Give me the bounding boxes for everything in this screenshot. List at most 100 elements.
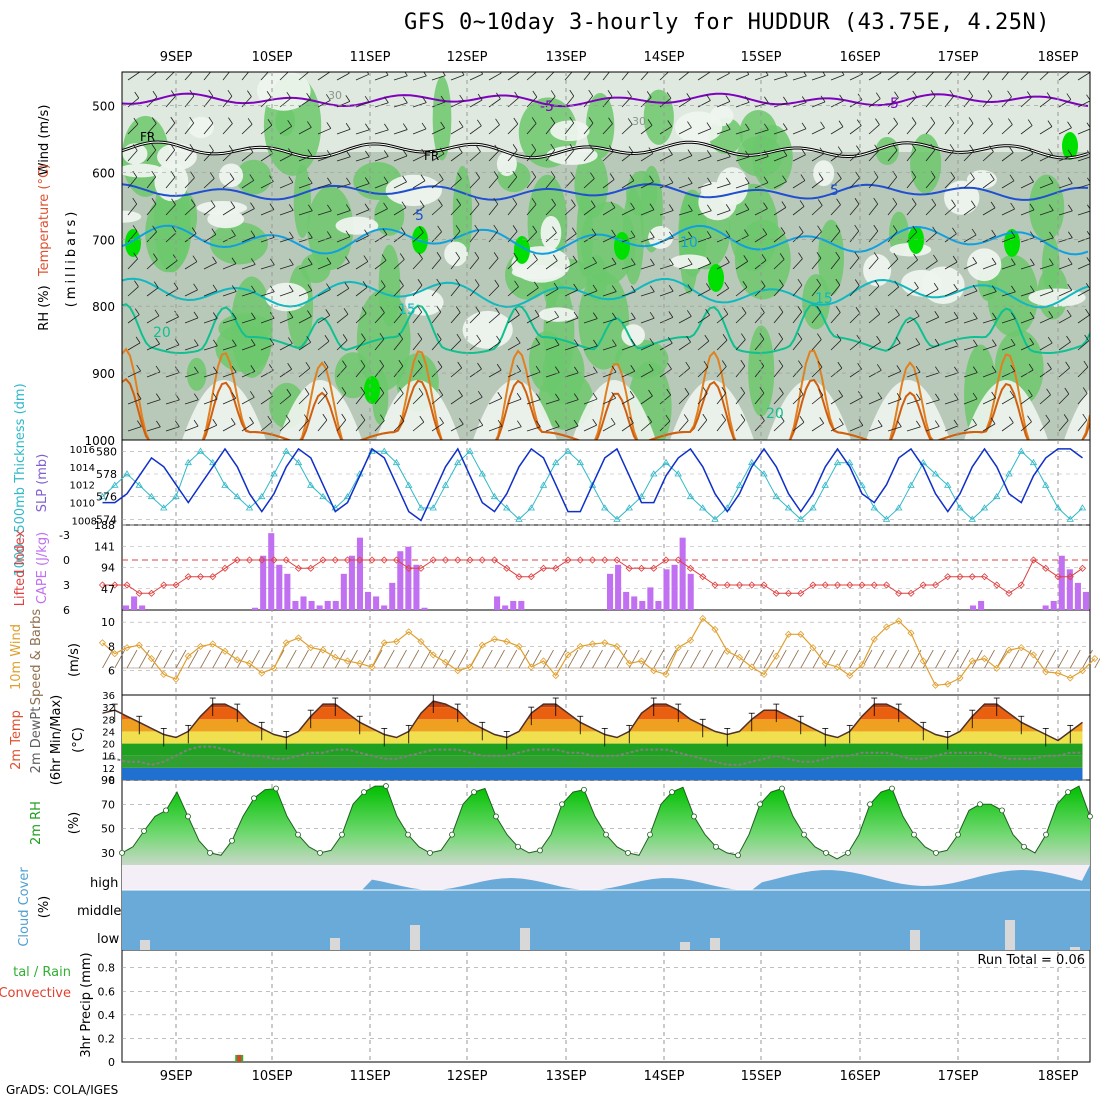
cloud-middle-label: middle (77, 904, 121, 919)
wind-barb (602, 235, 616, 243)
wind-barb (469, 177, 480, 189)
cape-bar (494, 596, 501, 610)
wind-barb (754, 286, 766, 297)
wind-barb-flag (436, 252, 442, 259)
wind-barb (355, 365, 366, 378)
upper-air-panel: -5 -5 5 5 10 15 15 20 20 FR FR 30 30 (122, 65, 1090, 440)
wind-barb-10m (726, 649, 738, 669)
thickness-point (821, 481, 829, 488)
li-point (613, 556, 621, 564)
wind-barb-flag (306, 65, 310, 71)
wind-barb (849, 230, 860, 243)
wind-barb-flag (419, 200, 425, 207)
wind-barb-flag (800, 174, 806, 181)
wind-barb-flag (686, 310, 692, 317)
wind-barb (678, 210, 693, 216)
thickness-point (466, 447, 474, 454)
wind-barb-flag (573, 311, 579, 319)
wind-barb (488, 313, 500, 324)
wind-barb (374, 102, 389, 108)
wind-barb (697, 100, 711, 108)
wind-barb-flag (759, 386, 765, 394)
rh-blob (875, 136, 899, 166)
wind-barb (564, 399, 579, 405)
wind-barb (222, 423, 236, 432)
contour-label: -5 (540, 99, 554, 115)
date-label-top: 18SEP (1038, 50, 1079, 65)
temp-band (122, 707, 1083, 720)
wind-barb-flag (724, 282, 730, 289)
wind-barb-flag (401, 201, 407, 208)
wind-barb-10m (567, 649, 579, 669)
wind-barb-flag (307, 121, 312, 128)
li-point (490, 556, 499, 564)
date-label-bottom: 10SEP (252, 1069, 293, 1084)
wind-barb-flag (706, 257, 712, 264)
wind-barb (146, 287, 159, 297)
cape-bar (123, 605, 130, 610)
wind-barb (203, 290, 218, 297)
wind-barb (564, 205, 576, 216)
wind-barb-flag (668, 311, 674, 318)
wind-barb-flag (190, 171, 195, 178)
wind-barb (222, 179, 235, 189)
wind-barb (1058, 263, 1073, 270)
thickness-point (833, 458, 842, 466)
wind-barb (830, 284, 841, 297)
wind-barb-10m (641, 649, 652, 669)
wind-barb (792, 102, 807, 108)
wind-barb (906, 426, 921, 432)
slp-tick-label: 1014 (70, 463, 95, 474)
wind-barb (659, 342, 673, 351)
wind-barb (127, 370, 141, 378)
wind-barb (1039, 290, 1054, 297)
wind-barb-flag (875, 92, 881, 99)
wind-barb-flag (665, 414, 671, 422)
wind-barb-flag (820, 121, 825, 129)
wind-barb-flag (630, 202, 635, 210)
wind-barb-flag (383, 202, 388, 210)
wind-barb (716, 392, 727, 405)
wind-barb (317, 315, 330, 324)
wind-barb-10m (494, 649, 505, 669)
wind-barb-flag (686, 93, 692, 100)
thickness-point (539, 481, 548, 488)
wind-barb-flag (588, 117, 594, 124)
rh-clear (256, 72, 311, 111)
wind-barb-flag (798, 360, 803, 367)
wind-barb-flag (744, 177, 750, 184)
wind-barb (184, 205, 196, 216)
wind-barb (203, 150, 214, 162)
wind-barb (583, 234, 597, 243)
thickness-point (294, 458, 303, 466)
wind-barb (982, 72, 990, 81)
wind-barb (488, 177, 499, 189)
thickness-point (258, 492, 266, 500)
wind-barb (412, 232, 424, 243)
slp-tick-label: 1010 (70, 499, 95, 510)
wind-barb (849, 99, 863, 108)
wind-barb (260, 153, 273, 162)
wind-barb (469, 151, 481, 162)
wind-barb (488, 258, 499, 270)
wind-barb-flag (155, 337, 160, 345)
wind-barb-10m (837, 649, 848, 669)
rh-point (295, 831, 301, 838)
wind-barb (127, 231, 138, 243)
wind-barb (925, 426, 940, 432)
wind-barb (431, 284, 442, 297)
wind-barb-flag (592, 312, 598, 319)
wind-barb (507, 258, 519, 270)
freezing-label: FR (424, 149, 439, 163)
wind-barb-flag (705, 309, 710, 316)
li-point (307, 564, 315, 572)
wind-barb (412, 154, 426, 162)
li-line (102, 559, 1083, 594)
wind-barb-flag (247, 90, 252, 97)
wind-barb (203, 318, 218, 324)
wind-barb-flag (133, 117, 139, 125)
wind-barb (887, 72, 900, 81)
wind-barb (564, 177, 575, 189)
wind-barb-flag (459, 94, 465, 102)
wind-barb-flag (1028, 363, 1034, 371)
